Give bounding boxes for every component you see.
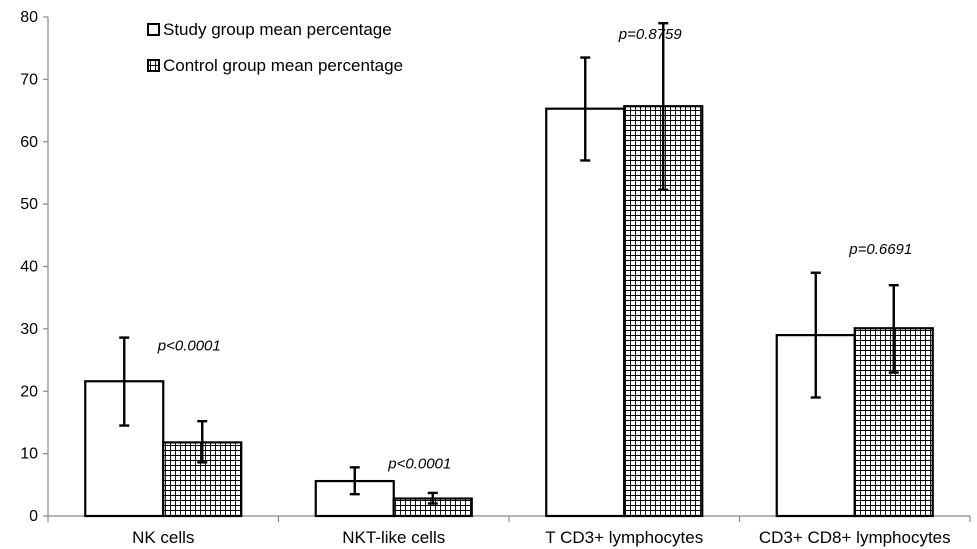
y-tick-label: 20	[20, 383, 38, 400]
p-value-annotations: p<0.0001 p<0.0001 p=0.8759 p=0.6691	[157, 26, 912, 473]
p-value-label: p=0.6691	[848, 241, 912, 258]
y-axis: 0 10 20 30 40 50 60 70 80	[20, 9, 49, 525]
p-value-label: p<0.0001	[387, 456, 451, 473]
error-bars	[119, 22, 899, 505]
p-value-label: p=0.8759	[618, 26, 683, 43]
legend-label: Control group mean percentage	[163, 56, 403, 75]
y-tick-label: 70	[20, 71, 38, 88]
x-axis: NK cells NKT-like cells T CD3+ lymphocytes…	[47, 515, 971, 547]
legend-label: Study group mean percentage	[163, 20, 392, 39]
legend-swatch-control	[147, 59, 160, 72]
bar-study-3	[775, 334, 856, 518]
legend-swatch-study	[147, 23, 160, 36]
bar-study-2	[545, 107, 626, 518]
y-tick-label: 60	[20, 134, 38, 151]
bar-study-0	[84, 380, 165, 518]
x-category-label: NKT-like cells	[342, 528, 445, 547]
x-category-label: NK cells	[132, 528, 194, 547]
y-tick-label: 30	[20, 321, 38, 338]
x-category-label: T CD3+ lymphocytes	[545, 528, 703, 547]
y-tick-label: 80	[20, 9, 38, 26]
y-tick-label: 40	[20, 259, 38, 276]
y-tick-label: 10	[20, 446, 38, 463]
legend: Study group mean percentage Control group…	[147, 20, 403, 75]
bars	[84, 105, 934, 518]
y-tick-label: 50	[20, 196, 38, 213]
x-category-label: CD3+ CD8+ lymphocytes	[759, 528, 951, 547]
p-value-label: p<0.0001	[157, 338, 221, 355]
y-tick-label: 0	[29, 508, 38, 525]
